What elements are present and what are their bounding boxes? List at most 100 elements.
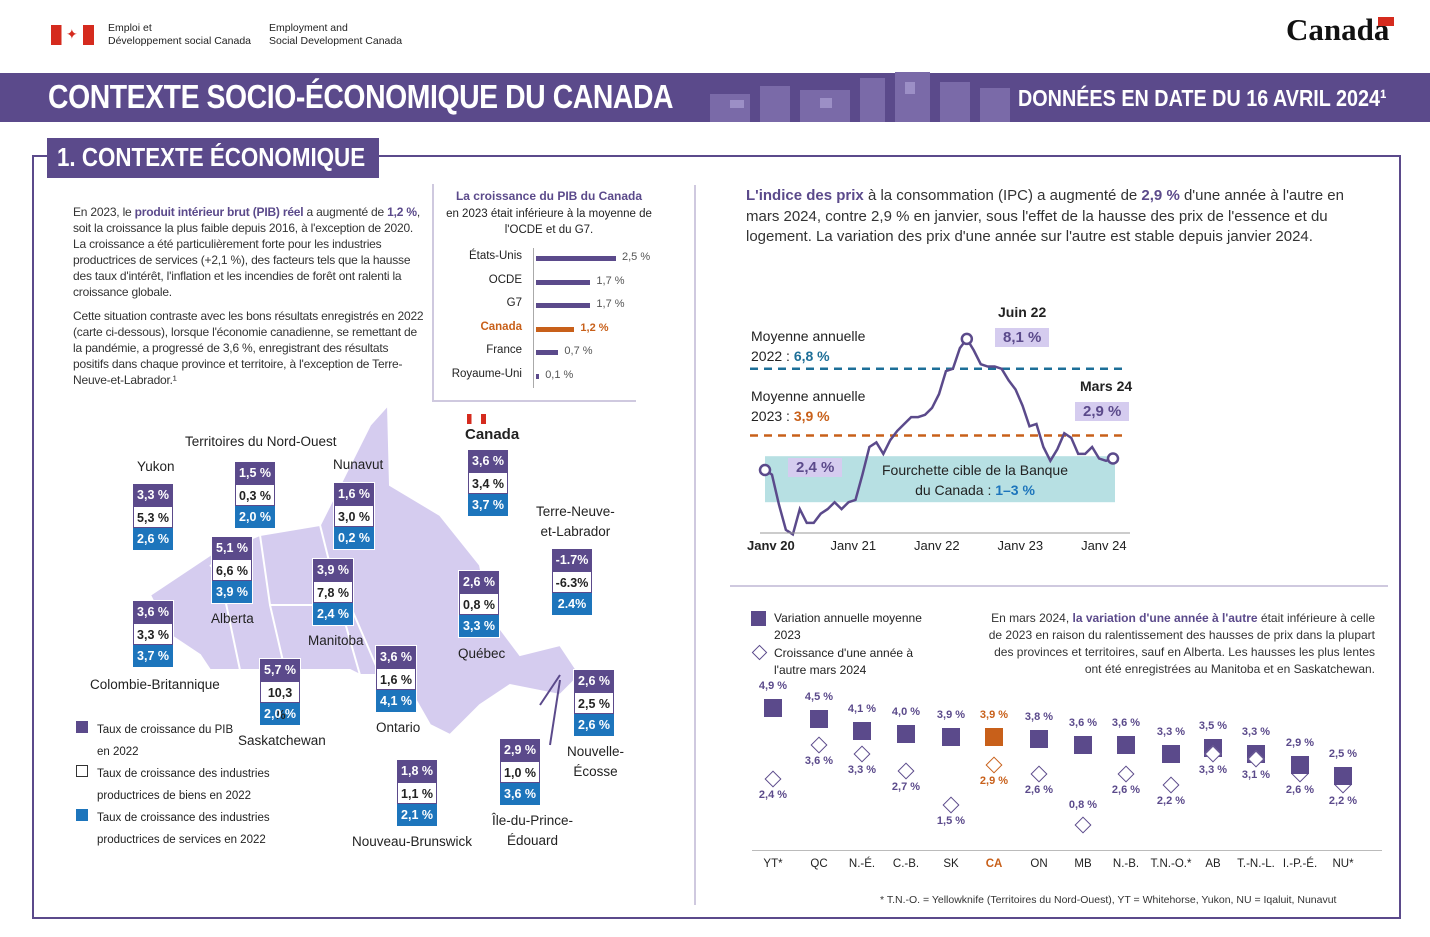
legend-label: Taux de croissance des industries produc… [97,812,270,846]
goods-growth-value: -6.3% [552,571,592,593]
avg-2023-value: 3,6 % [1068,717,1098,730]
avg-2023-marker [1334,767,1352,786]
x-tick-label: Janv 23 [997,538,1044,553]
region-label: Nouveau-Brunswick [352,834,473,849]
gdp-growth-value: 3,6 % [133,601,173,623]
gdp-bar-label: Canada [480,320,522,333]
text-run: , soit la croissance la plus faible depu… [73,205,420,299]
gdp-bar [536,326,575,332]
province-cpi-text: En mars 2024, la variation d'une année à… [975,610,1375,678]
services-growth-value: 3,3 % [459,615,499,637]
region-label: Île-du-Prince- Édouard [492,813,574,848]
cpi-callout: 2,9 % [1075,402,1130,421]
gdp-bar [536,373,540,379]
legend-swatch [76,809,88,821]
gdp-bar [536,350,559,355]
avg-2023-marker [810,710,828,729]
march-2024-value: 0,8 % [1068,798,1098,811]
region-stat-box: 2,9 % 1,0 % 3,6 % [499,738,541,806]
cpi-callout: 8,1 % [995,328,1050,347]
region-stat-box: 3,6 % 3,3 % 3,7 % [132,600,174,668]
cpi-callout: 2,4 % [788,458,843,477]
column-divider [694,185,696,905]
goods-growth-value: 5,3 % [133,506,173,528]
province-tick-label: NU* [1332,858,1354,870]
goods-growth-value: 3,0 % [334,505,374,527]
region-stat-box: 1,6 % 3,0 % 0,2 % [333,482,375,550]
legend-swatch [76,721,88,733]
region-label: Yukon [137,459,175,474]
row-divider [730,585,1388,587]
region-label: Manitoba [308,633,364,648]
goods-growth-value: 6,6 % [212,559,252,581]
region-label: Québec [458,646,506,661]
services-growth-value: 3,6 % [500,783,540,805]
gdp-bar [536,256,616,261]
avg-2023-marker [1117,736,1135,755]
avg-year: 2023 : [751,408,794,424]
goods-growth-value: 10,3 % [260,681,300,722]
legend-label: Taux de croissance du PIB en 2022 [97,724,234,758]
avg-2023-value: 3,9 % [979,708,1009,721]
avg-2023-marker [1030,730,1048,749]
province-tick-label: CA [985,858,1003,870]
gdp-growth-value: 1,5 % [235,462,275,484]
gdp-bar-label: France [486,344,522,356]
region-stat-box: 2,6 % 0,8 % 3,3 % [458,570,500,638]
avg-2023-marker [853,721,871,740]
region-stat-box: 2,6 % 2,5 % 2,6 % [573,669,615,737]
avg-2023-marker [1074,736,1092,755]
page-title: CONTEXTE SOCIO-ÉCONOMIQUE DU CANADA [48,78,674,115]
province-legend-label: Variation annuelle moyenne 2023 [774,611,922,642]
gdp-growth-value: 2,6 % [459,571,499,593]
gdp-growth-value: 1,6 % [334,483,374,505]
canada-flag-icon: ✦ [51,25,94,45]
target-band-label: Fourchette cible de la Banque du Canada :… [870,460,1080,500]
avg-2023-marker [897,724,915,743]
gdp-bar-value: 1,2 % [580,321,609,334]
text-run: En mars 2024, [991,611,1073,625]
x-tick-label: Janv 22 [914,538,960,553]
avg-2023-marker [1291,756,1309,774]
gdp-growth-value: -1.7% [552,549,592,571]
annual-average-label: Moyenne annuelle 2022 : 6,8 % [751,326,865,366]
gdp-intro-text: En 2023, le produit intérieur brut (PIB)… [73,204,425,300]
march-2024-value: 2,6 % [1111,783,1141,796]
canada-wordmark: Canada [1286,12,1390,47]
avg-year: 2022 : [751,348,794,364]
avg-2023-value: 4,5 % [804,691,834,704]
gdp-bar-value: 0,7 % [564,345,593,357]
content-frame [32,155,1401,919]
text-run: à la consommation (IPC) a augmenté de [863,187,1142,204]
avg-2023-marker [942,727,960,746]
region-stat-box: 3,6 % 3,4 % 3,7 % [467,449,509,517]
avg-2023-value: 4,1 % [847,702,877,715]
gdp-growth-value: 2,6 % [574,670,614,692]
march-2024-value: 2,2 % [1156,794,1186,807]
province-tick-label: I.-P.-É. [1282,858,1318,870]
gdp-bar-label: États-Unis [468,250,522,262]
services-growth-value: 4,1 % [376,690,416,712]
avg-2023-value: 3,3 % [1156,725,1186,738]
region-stat-box: 3,9 % 7,8 % 2,4 % [312,558,354,626]
march-2024-value: 2,6 % [1285,783,1315,796]
region-label: Nouvelle- Écosse [567,744,625,779]
province-tick-label: C.-B. [892,858,920,870]
gdp-bar-value: 2,5 % [622,251,651,263]
services-growth-value: 2.4% [552,593,592,615]
band-range: 1–3 % [995,482,1035,498]
avg-label: Moyenne annuelle [751,388,866,404]
province-legend-label: Croissance d'une année à l'autre mars 20… [774,646,914,677]
avg-2023-marker [985,727,1003,746]
province-tick-label: T.-N.-L. [1237,858,1275,870]
gdp-growth-value: 3,6 % [376,646,416,668]
text-run: était inférieure à celle de 2023 en rais… [988,611,1375,676]
gdp-growth-value: 3,3 % [133,484,173,506]
goods-growth-value: 1,1 % [397,782,437,804]
cpi-text: L'indice des prix à la consommation (IPC… [746,186,1356,248]
province-tick-label: MB [1074,858,1092,870]
department-name-fr: Emploi et Développement social Canada [108,22,252,47]
services-growth-value: 2,4 % [313,603,353,625]
region-label: Territoires du Nord-Ouest [185,434,337,449]
march-2024-value: 1,5 % [936,814,966,827]
